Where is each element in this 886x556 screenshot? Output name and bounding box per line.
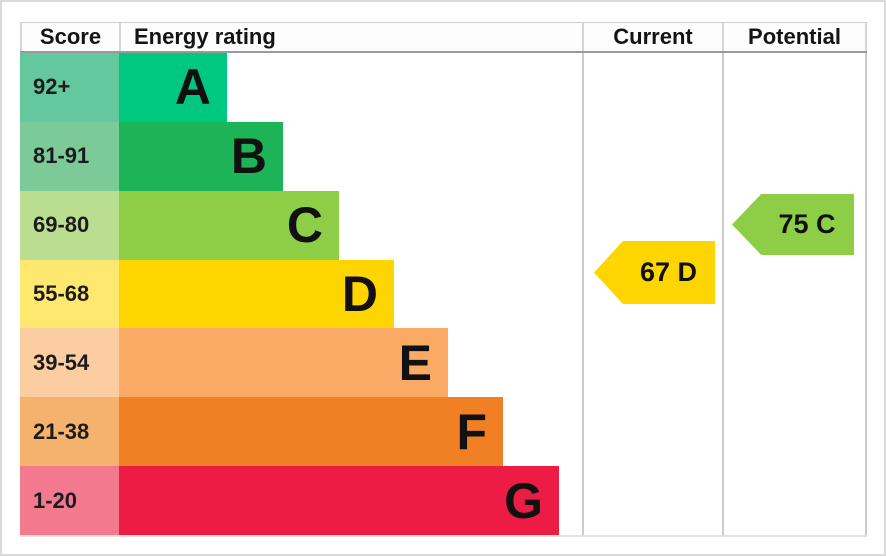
score-range: 1-20 [20,466,119,536]
rating-bar: B [119,121,283,191]
band-row-d: 55-68 D [20,259,867,329]
band-row-f: 21-38 F [20,397,867,467]
band-row-e: 39-54 E [20,328,867,398]
current-rating-arrow: 67 D [594,241,715,304]
score-range: 81-91 [20,121,119,191]
rating-bar: F [119,397,503,467]
rating-bar: G [119,466,559,536]
table-header-row: Score Energy rating Current Potential [20,22,867,53]
rating-bar: E [119,328,448,398]
rating-bar: A [119,53,227,122]
energy-rating-column-header: Energy rating [119,23,582,51]
score-range: 55-68 [20,259,119,329]
current-column-divider [582,53,584,535]
current-column-header: Current [582,23,722,51]
band-row-g: 1-20 G [20,466,867,536]
band-row-b: 81-91 B [20,121,867,191]
potential-column-divider [722,53,724,535]
rating-bands: 92+ A 81-91 B 69-80 C 55-68 D 39-54 E 21… [20,53,867,536]
potential-rating-arrow: 75 C [732,194,854,255]
score-range: 69-80 [20,190,119,260]
table-bottom-border [20,535,867,537]
potential-column-header: Potential [722,23,867,51]
score-column-header: Score [20,23,119,51]
score-range: 39-54 [20,328,119,398]
score-range: 92+ [20,53,119,122]
rating-bar: D [119,259,394,329]
rating-bar: C [119,190,339,260]
band-row-c: 69-80 C [20,190,867,260]
score-range: 21-38 [20,397,119,467]
band-row-a: 92+ A [20,53,867,122]
table-right-border [865,53,867,535]
